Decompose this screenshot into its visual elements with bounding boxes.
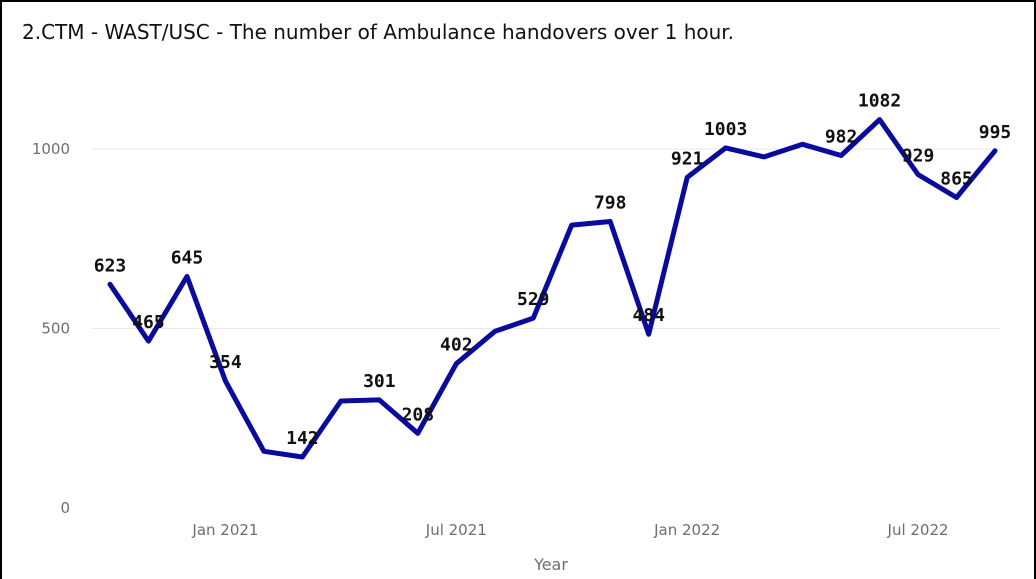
data-label: 623 xyxy=(94,255,127,276)
data-label: 1003 xyxy=(704,119,747,140)
data-label: 208 xyxy=(402,404,435,425)
data-point xyxy=(956,196,958,198)
data-point xyxy=(879,119,881,121)
data-point xyxy=(840,154,842,156)
data-label: 921 xyxy=(671,148,704,169)
data-label: 301 xyxy=(363,371,396,392)
data-point xyxy=(378,399,380,401)
data-point xyxy=(763,156,765,158)
x-tick-label: Jul 2022 xyxy=(887,521,949,539)
data-point xyxy=(725,147,727,149)
data-point xyxy=(802,143,804,145)
data-label: 465 xyxy=(132,312,165,333)
data-point xyxy=(340,400,342,402)
data-label: 529 xyxy=(517,289,550,310)
data-point xyxy=(532,317,534,319)
data-point xyxy=(455,363,457,365)
data-labels: 623 465 645 354 142 301 208 402 529 798 484 9211003… xyxy=(94,91,1012,458)
series-line-path xyxy=(107,117,998,460)
data-label: 1082 xyxy=(858,91,901,112)
data-point xyxy=(648,333,650,335)
y-tick-label: 0 xyxy=(60,499,70,517)
data-point xyxy=(109,283,111,285)
data-point xyxy=(571,224,573,226)
x-tick-label: Jan 2022 xyxy=(653,521,720,539)
chart-title: 2.CTM - WAST/USC - The number of Ambulan… xyxy=(22,20,735,44)
data-label: 402 xyxy=(440,335,473,356)
data-label: 645 xyxy=(171,247,204,268)
data-point xyxy=(917,173,919,175)
y-axis-ticks: 0 500 1000 xyxy=(32,140,70,517)
data-label: 982 xyxy=(825,126,858,147)
data-label: 995 xyxy=(979,122,1012,143)
data-point xyxy=(686,176,688,178)
data-point xyxy=(263,450,265,452)
x-tick-label: Jul 2021 xyxy=(425,521,487,539)
data-point xyxy=(224,380,226,382)
data-point xyxy=(147,340,149,342)
x-tick-label: Jan 2021 xyxy=(191,521,258,539)
data-label: 484 xyxy=(632,305,665,326)
data-point xyxy=(609,221,611,223)
data-label: 929 xyxy=(902,145,935,166)
data-point xyxy=(994,150,996,152)
data-label: 798 xyxy=(594,193,627,214)
x-axis-title: Year xyxy=(533,555,568,574)
data-point xyxy=(417,432,419,434)
data-point xyxy=(301,456,303,458)
data-point xyxy=(186,275,188,277)
y-tick-label: 1000 xyxy=(32,140,70,158)
x-axis-ticks: Jan 2021 Jul 2021 Jan 2022 Jul 2022 xyxy=(191,521,948,539)
data-label: 865 xyxy=(940,168,973,189)
data-label: 142 xyxy=(286,428,319,449)
y-tick-label: 500 xyxy=(41,320,70,338)
data-label: 354 xyxy=(209,352,242,373)
data-point xyxy=(494,330,496,332)
series-line xyxy=(107,117,998,460)
